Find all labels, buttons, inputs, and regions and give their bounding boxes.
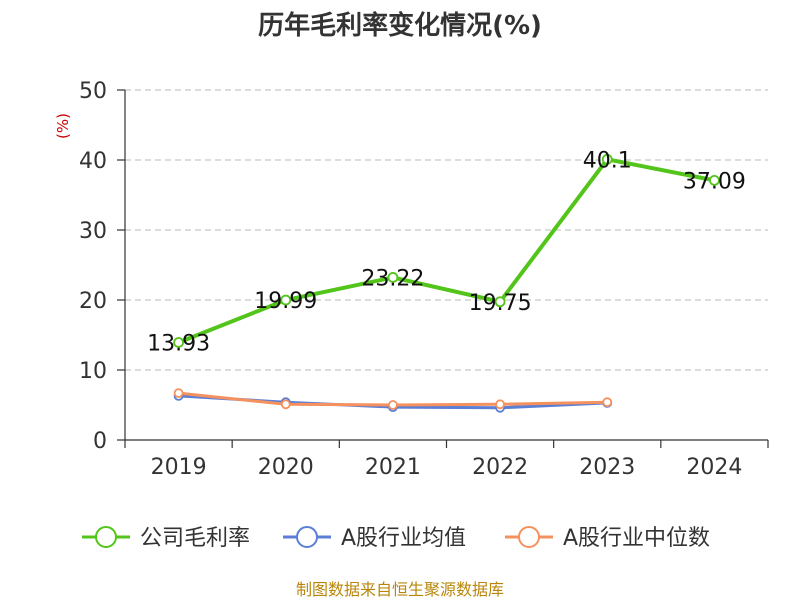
point-gross-margin-2023	[601, 153, 613, 165]
source-note: 制图数据来自恒生聚源数据库	[296, 580, 504, 599]
legend-label-industry-avg: A股行业均值	[341, 526, 466, 551]
series-layer	[173, 153, 720, 413]
data-label-2019: 13.93	[147, 331, 210, 356]
point-gross-margin-2022	[494, 296, 506, 308]
point-industry-median-2020	[280, 399, 291, 410]
legend-marker-gross-margin	[95, 526, 117, 548]
y-tick-label-50: 50	[79, 79, 107, 104]
data-label-2024: 37.09	[683, 169, 746, 194]
data-label-2022: 19.75	[469, 291, 532, 316]
y-axis-unit: (%)	[54, 113, 72, 139]
y-tick-label-40: 40	[79, 149, 107, 174]
x-tick-label-2022: 2022	[472, 455, 528, 480]
legend-label-gross-margin: 公司毛利率	[140, 526, 250, 551]
data-label-2020: 19.99	[254, 289, 317, 314]
point-industry-median-2019	[173, 388, 184, 399]
chart-title: 历年毛利率变化情况(%)	[258, 10, 542, 41]
x-tick-labels: 2019 2020 2021 2022 2023 2024	[151, 455, 743, 480]
point-gross-margin-2019	[173, 337, 184, 348]
x-tick-label-2023: 2023	[579, 455, 635, 480]
point-industry-median-2021	[388, 400, 398, 410]
legend: 公司毛利率 A股行业均值 A股行业中位数	[82, 526, 710, 551]
y-tick-label-0: 0	[93, 429, 107, 454]
data-label-2023: 40.1	[583, 148, 632, 173]
legend-label-industry-median: A股行业中位数	[563, 526, 710, 551]
series-line-gross-margin	[177, 157, 715, 345]
legend-marker-industry-median	[518, 526, 540, 548]
data-label-2021: 23.22	[361, 266, 424, 291]
x-tick-label-2019: 2019	[151, 455, 207, 480]
point-gross-margin-2020	[280, 294, 292, 306]
y-tick-label-10: 10	[79, 359, 107, 384]
legend-marker-industry-avg	[296, 526, 318, 548]
y-tick-label-20: 20	[79, 289, 107, 314]
point-gross-margin-2021	[387, 272, 399, 283]
x-tick-label-2021: 2021	[365, 455, 421, 480]
point-industry-median-2022	[495, 399, 505, 410]
y-tick-label-30: 30	[79, 219, 107, 244]
gridlines	[125, 89, 768, 371]
axes	[117, 89, 769, 448]
point-gross-margin-2024	[709, 174, 720, 186]
y-tick-labels: 0 10 20 30 40 50	[79, 79, 107, 454]
x-tick-label-2024: 2024	[686, 455, 742, 480]
data-labels: 13.93 19.99 23.22 19.75 40.1 37.09	[147, 148, 746, 356]
point-industry-median-2023	[602, 397, 613, 408]
x-tick-label-2020: 2020	[258, 455, 314, 480]
